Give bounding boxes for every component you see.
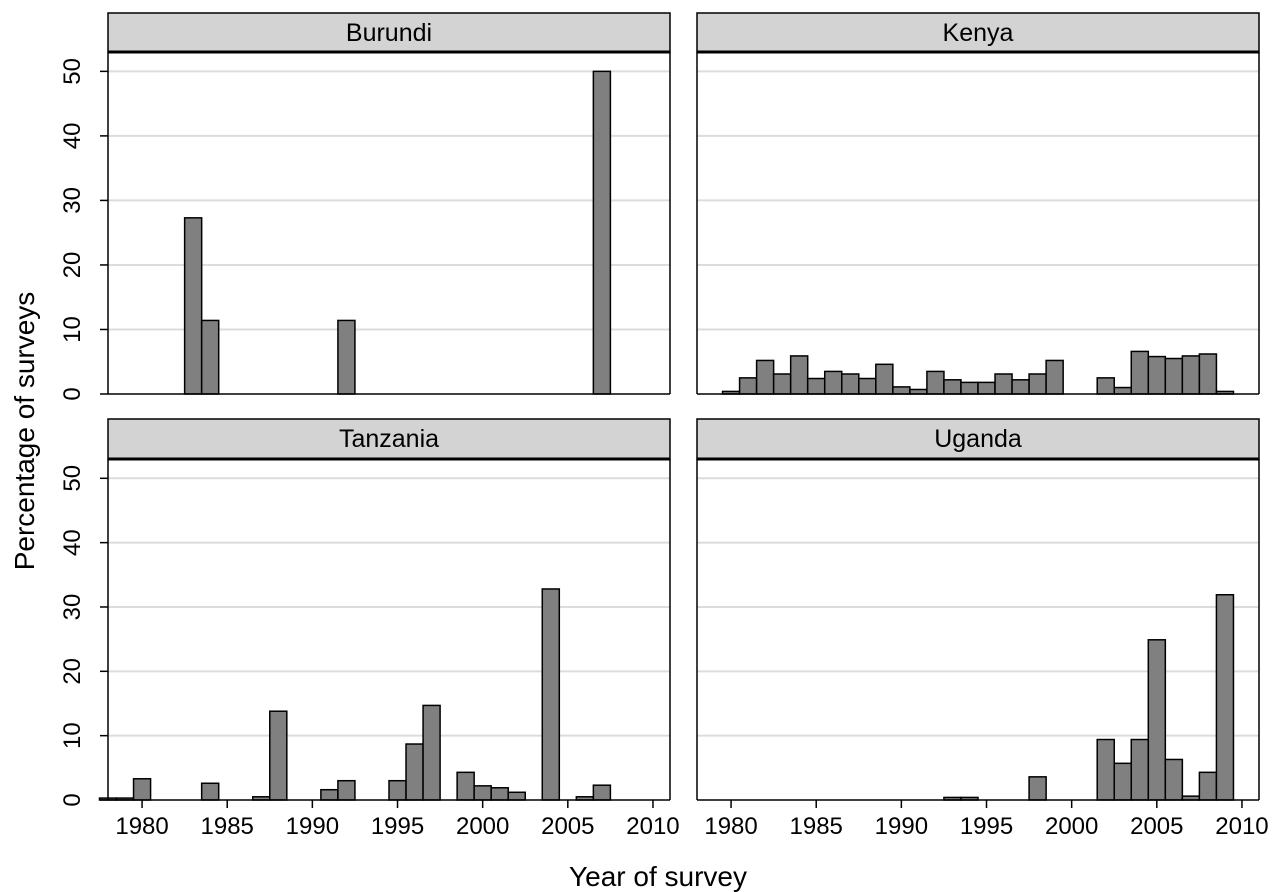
bar bbox=[1215, 594, 1235, 801]
panels-layer: Burundi 0 10 20 30 40 50 Kenya Tanzania 0 10 20 30 40… bbox=[59, 12, 1269, 840]
x-tick-label: 1980 bbox=[704, 813, 757, 840]
plot-area bbox=[108, 459, 670, 800]
panel-kenya: Kenya bbox=[696, 12, 1260, 395]
x-tick-label: 1995 bbox=[960, 813, 1013, 840]
y-tick-label: 50 bbox=[59, 58, 86, 85]
plot-area bbox=[697, 459, 1259, 800]
bar bbox=[1198, 353, 1218, 395]
bar bbox=[592, 70, 612, 395]
bar bbox=[473, 785, 492, 801]
bar bbox=[892, 386, 911, 395]
bar bbox=[1164, 357, 1184, 395]
x-tick-label: 2005 bbox=[1130, 813, 1183, 840]
bar bbox=[1045, 359, 1064, 395]
panel-title: Kenya bbox=[943, 19, 1014, 47]
bar bbox=[943, 379, 962, 395]
bar bbox=[789, 355, 809, 395]
y-axis-title: Percentage of surveys bbox=[9, 292, 40, 571]
x-tick-label: 1980 bbox=[115, 813, 168, 840]
panel-strip bbox=[696, 418, 1260, 460]
bar bbox=[200, 782, 220, 801]
bar bbox=[422, 704, 441, 801]
bar bbox=[823, 370, 843, 395]
bar bbox=[1147, 639, 1167, 801]
panel-burundi: Burundi 0 10 20 30 40 50 bbox=[59, 12, 671, 401]
x-tick-label: 2000 bbox=[1045, 813, 1098, 840]
x-tick-label: 1990 bbox=[286, 813, 339, 840]
y-tick-label: 40 bbox=[59, 123, 86, 150]
y-tick-label: 0 bbox=[59, 793, 86, 806]
bar bbox=[132, 778, 152, 801]
bar bbox=[541, 588, 561, 801]
bar bbox=[1130, 350, 1150, 395]
y-tick-label: 20 bbox=[59, 658, 86, 685]
y-tick-label: 10 bbox=[59, 722, 86, 749]
panel-strip bbox=[696, 12, 1260, 53]
bar bbox=[1147, 355, 1167, 395]
bar bbox=[183, 217, 203, 395]
bar bbox=[1096, 377, 1115, 395]
bar bbox=[269, 710, 288, 801]
panel-tanzania: Tanzania 0 10 20 30 40 50 1980 1985 1990 1995 2000 2… bbox=[59, 418, 680, 840]
bar bbox=[994, 373, 1013, 395]
x-tick-label: 1985 bbox=[790, 813, 843, 840]
bar bbox=[977, 381, 996, 395]
x-tick-label: 2005 bbox=[541, 813, 594, 840]
plot-area bbox=[697, 52, 1259, 394]
bar bbox=[490, 787, 509, 801]
bar bbox=[858, 377, 877, 395]
bar bbox=[755, 359, 775, 395]
y-tick-label: 0 bbox=[59, 387, 86, 400]
bar bbox=[1181, 355, 1201, 395]
bar bbox=[1198, 771, 1218, 801]
x-tick-label: 2000 bbox=[456, 813, 509, 840]
bar bbox=[1113, 386, 1133, 395]
bar bbox=[1011, 379, 1030, 395]
bar bbox=[772, 373, 792, 395]
y-tick-label: 30 bbox=[59, 594, 86, 621]
x-tick-label: 1990 bbox=[875, 813, 928, 840]
bar bbox=[1028, 776, 1047, 801]
x-tick-label: 2010 bbox=[1215, 813, 1268, 840]
y-tick-label: 50 bbox=[59, 465, 86, 492]
y-tick-label: 40 bbox=[59, 529, 86, 556]
bar bbox=[1113, 762, 1133, 801]
bar bbox=[806, 377, 826, 395]
bar bbox=[1028, 373, 1047, 395]
x-tick-label: 2010 bbox=[626, 813, 679, 840]
bar bbox=[592, 784, 612, 801]
bar bbox=[960, 381, 979, 395]
y-tick-label: 20 bbox=[59, 252, 86, 279]
panel-strip bbox=[107, 12, 671, 53]
y-tick-label: 30 bbox=[59, 187, 86, 214]
bar bbox=[875, 363, 894, 395]
bar bbox=[320, 788, 339, 801]
bar bbox=[507, 791, 526, 801]
x-axis-title: Year of survey bbox=[569, 861, 747, 892]
y-tick-label: 10 bbox=[59, 316, 86, 343]
x-tick-label: 1995 bbox=[371, 813, 424, 840]
panel-uganda: Uganda 1980 1985 1990 1995 2000 2005 2010 bbox=[696, 418, 1269, 840]
bar bbox=[1164, 758, 1184, 801]
panel-title: Uganda bbox=[934, 425, 1022, 453]
bar bbox=[926, 370, 945, 395]
bar bbox=[388, 779, 407, 801]
bar bbox=[200, 319, 220, 395]
bar bbox=[337, 319, 356, 395]
bar bbox=[738, 377, 758, 395]
bar bbox=[841, 373, 860, 395]
bar bbox=[456, 771, 475, 801]
panel-title: Burundi bbox=[346, 19, 432, 47]
bar bbox=[405, 743, 424, 801]
panel-title: Tanzania bbox=[339, 425, 439, 453]
bar bbox=[337, 779, 356, 801]
x-tick-label: 1985 bbox=[201, 813, 254, 840]
bar bbox=[1096, 738, 1115, 801]
bar bbox=[1130, 738, 1150, 801]
